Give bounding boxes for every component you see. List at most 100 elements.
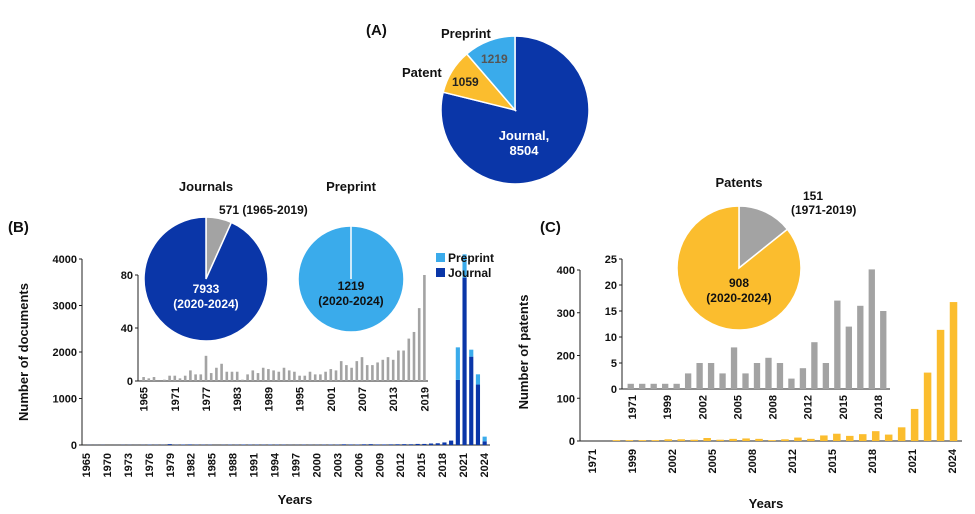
panel-b-inset-bar-1997 [308, 371, 312, 381]
panel-b-inset-bar-1987 [256, 373, 260, 381]
legend-journal-label: Journal [448, 266, 491, 280]
panel-c-inset-bar-5 [684, 373, 692, 389]
panel-c-inset-bar-8 [719, 373, 726, 389]
panel-b-inset-bar-1994 [293, 371, 296, 381]
panel-b-preprint-pie-title: Preprint [326, 179, 377, 194]
panel-b-inset-bar-2017 [412, 331, 416, 381]
panel-a: (A) Preprint 1219 Patent 1059 Journal, 8… [366, 22, 590, 185]
panel-c-inset-xtick-label: 2012 [803, 395, 815, 419]
panel-c-patents-pie [676, 205, 802, 331]
panel-b: (B) Number of documents Years 0 1000 2000 3… [8, 179, 494, 507]
panel-b-inset-bar-1989 [267, 369, 270, 381]
panel-b-bar-journal-2004 [348, 444, 353, 445]
panel-b-inset-bar-2013 [391, 359, 395, 381]
panel-b-xtick-label: 2012 [395, 453, 407, 477]
panel-b-inset-bar-1986 [251, 370, 255, 381]
panel-b-bar-journal-2009 [382, 444, 387, 445]
panel-b-inset-bar-2012 [386, 357, 390, 381]
panel-c-recent-value: 908 [729, 276, 749, 290]
panel-b-ytick-label: 0 [71, 440, 77, 452]
panel-c-bar-2018 [871, 431, 880, 441]
panel-c-xtick-label: 2012 [787, 449, 799, 473]
panel-a-preprint-label: Preprint [441, 26, 492, 41]
panel-b-inset-ytick-label: 0 [127, 376, 133, 388]
panel-b-bar-journal-2012 [402, 444, 407, 445]
panel-c-xtick-label: 2018 [867, 449, 879, 473]
panel-b-legend: Preprint Journal [436, 251, 494, 280]
panel-c-bar-2003 [677, 439, 686, 441]
panel-b-inset-xtick-label: 1977 [201, 387, 213, 411]
panel-b-bar-preprint-2022 [469, 349, 474, 357]
panel-c-inset-xtick-label: 2018 [873, 395, 885, 419]
panel-b-xtick-label: 2003 [332, 453, 344, 477]
panel-c-old-range: (1971-2019) [791, 203, 856, 217]
panel-b-inset-chart: 0 40 80 1965 1971 1977 1983 1989 1995 2001 2007 201… [121, 270, 432, 411]
panel-c-inset-bar-1 [639, 383, 646, 389]
panel-b-inset-bar-1999 [319, 374, 322, 381]
panel-c-inset-xtick-label: 2002 [697, 395, 709, 419]
panel-b-inset-bar-1991 [277, 371, 281, 381]
panel-b-preprint-pie [297, 225, 405, 333]
legend-preprint-label: Preprint [448, 251, 494, 265]
panel-c-xtick-label: 1999 [627, 449, 639, 473]
panel-b-inset-bar-1966 [147, 378, 151, 381]
panel-b-bar-journal-2010 [388, 444, 393, 445]
panel-b-inset-bar-2019 [423, 275, 426, 381]
panel-b-journals-pie-slice-1 [143, 216, 269, 342]
panel-b-inset-bar-1978 [209, 373, 213, 381]
panel-b-inset-xtick-label: 1995 [295, 387, 307, 411]
panel-b-inset-bar-1995 [298, 375, 301, 381]
panel-c-bar-2011 [781, 439, 789, 441]
panel-c-xtick-label: 2005 [707, 449, 719, 473]
panel-b-xtick-label: 2000 [311, 453, 323, 477]
panel-c-inset-bar-13 [776, 363, 784, 389]
panel-b-bar-journal-2023 [475, 384, 481, 445]
panel-a-journal-label: Journal, [499, 128, 550, 143]
panel-b-inset-bar-2005 [350, 367, 353, 381]
panel-b-inset-xtick-label: 2013 [388, 387, 400, 411]
panel-c-bar-2017 [858, 434, 867, 441]
panel-c-inset-ytick-label: 10 [605, 332, 617, 344]
panel-c-ytick-label: 400 [557, 265, 575, 277]
panel-b-bar-journal-2013 [408, 444, 414, 445]
panel-b-inset-bar-2001 [329, 369, 333, 381]
panel-b-bar-journal-2021 [462, 277, 467, 445]
panel-c-inset-ytick-label: 15 [605, 306, 617, 318]
panel-b-inset-bar-2002 [334, 370, 338, 381]
panel-c-inset-bar-0 [627, 383, 634, 389]
panel-c-xlabel: Years [749, 496, 784, 511]
panel-c-xtick-label: 2021 [907, 449, 919, 473]
panel-c-old-value: 151 [803, 189, 823, 203]
panel-c-bar-2005 [703, 438, 711, 441]
panel-c-inset-bar-20 [857, 305, 864, 389]
panel-b-bar-journal-2003 [341, 444, 347, 445]
panel-b-ytick-label: 4000 [53, 254, 77, 266]
panel-b-inset-bar-1992 [282, 367, 286, 381]
panel-b-bar-journal-2016 [428, 443, 434, 445]
panel-c-inset-ytick-label: 20 [605, 280, 617, 292]
panel-c-inset-xtick-label: 2005 [732, 395, 744, 419]
panel-b-xtick-label: 1970 [102, 453, 114, 477]
panel-a-title: (A) [366, 22, 387, 39]
panel-c: (C) Number of patents Years 010020030040… [516, 175, 962, 511]
panel-b-inset-xtick-label: 1983 [232, 387, 244, 411]
panel-b-inset-ytick-label: 80 [121, 270, 133, 282]
panel-b-xlabel: Years [278, 492, 313, 507]
panel-b-xtick-label: 2024 [479, 452, 491, 477]
panel-c-inset-bar-6 [696, 363, 703, 389]
panel-c-inset-ytick-label: 5 [611, 358, 617, 370]
panel-c-inset-ytick-label: 25 [605, 254, 617, 266]
panel-a-pie-slice-2 [465, 35, 516, 113]
panel-b-title: (B) [8, 219, 29, 236]
panel-c-inset-bar-4 [673, 383, 680, 389]
panel-b-inset-xtick-label: 1971 [170, 387, 182, 411]
panel-b-inset-bar-2018 [417, 308, 421, 381]
panel-c-inset-xtick-label: 2008 [768, 395, 780, 419]
panel-c-bar-2004 [690, 439, 698, 441]
panel-a-preprint-value: 1219 [481, 52, 508, 66]
panel-b-inset-xtick-label: 2019 [419, 387, 431, 411]
panel-b-xtick-label: 1965 [81, 453, 93, 477]
panel-c-bar-1998 [612, 440, 621, 441]
panel-b-ytick-label: 2000 [53, 347, 77, 359]
panel-c-ytick-label: 0 [569, 436, 575, 448]
